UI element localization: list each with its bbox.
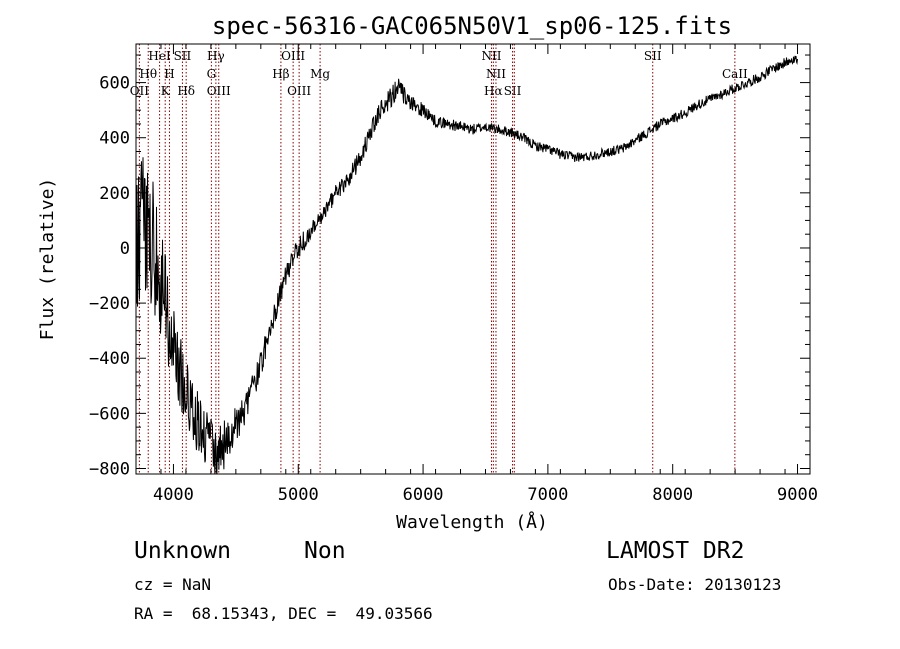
spectral-line-label: CaII xyxy=(722,67,748,81)
x-tick-label: 8000 xyxy=(652,485,693,505)
spectral-line-label: G xyxy=(207,67,217,81)
spectral-line-label: Hγ xyxy=(207,49,225,63)
x-tick-label: 6000 xyxy=(403,485,444,505)
spectral-line-label: HeI xyxy=(148,49,171,63)
plot-frame xyxy=(135,43,811,475)
y-axis-label: Flux (relative) xyxy=(37,178,58,341)
y-tick-label: 0 xyxy=(120,239,130,259)
ra-dec: RA = 68.15343, DEC = 49.03566 xyxy=(134,604,433,623)
spectral-line-label: SII xyxy=(504,84,522,98)
spectral-line-label: OIII xyxy=(287,84,311,98)
y-tick-label: −800 xyxy=(89,459,130,479)
emission-line-markers: OIIHθHeIKHSIIHδGHγOIIIHβOIIIOIIIMgNIIHαN… xyxy=(130,44,748,474)
axis-ticks: 4000 5000 6000 7000 8000 9000−800−600−400−200… xyxy=(89,44,818,505)
y-tick-label: 400 xyxy=(99,129,130,149)
subclass-label: Non xyxy=(304,538,346,564)
x-tick-label: 9000 xyxy=(777,485,818,505)
y-tick-label: 200 xyxy=(99,184,130,204)
spectral-line-label: NII xyxy=(486,67,506,81)
spectral-line-label: SII xyxy=(174,49,192,63)
survey-label: LAMOST DR2 xyxy=(606,538,745,564)
spectral-line-label: NII xyxy=(481,49,501,63)
spectral-line-label: OIII xyxy=(207,84,231,98)
x-axis-label: Wavelength (Å) xyxy=(396,511,548,533)
spectrum-series xyxy=(135,55,798,475)
spectral-line-label: K xyxy=(161,84,171,98)
spectral-line-label: Hβ xyxy=(272,67,289,81)
spectral-line-label: OII xyxy=(130,84,150,98)
spectral-line-label: Mg xyxy=(310,67,330,81)
spectral-line-label: Hδ xyxy=(177,84,195,98)
obs-date: Obs-Date: 20130123 xyxy=(608,575,782,594)
chart-title: spec-56316-GAC065N50V1_sp06-125.fits xyxy=(212,12,732,40)
x-tick-label: 5000 xyxy=(278,485,319,505)
y-tick-label: −600 xyxy=(89,404,130,424)
class-label: Unknown xyxy=(134,538,231,564)
spectral-line-label: Hθ xyxy=(139,67,157,81)
spectral-line-label: OIII xyxy=(281,49,305,63)
spectral-line-label: SII xyxy=(644,49,662,63)
spectrum-line xyxy=(135,55,798,475)
y-tick-label: −400 xyxy=(89,349,130,369)
y-tick-label: −200 xyxy=(89,294,130,314)
x-tick-label: 7000 xyxy=(527,485,568,505)
cz-value: cz = NaN xyxy=(134,575,212,594)
spectral-line-label: H xyxy=(164,67,174,81)
spectral-line-label: Hα xyxy=(484,84,503,98)
x-tick-label: 4000 xyxy=(153,485,194,505)
y-tick-label: 600 xyxy=(99,74,130,94)
